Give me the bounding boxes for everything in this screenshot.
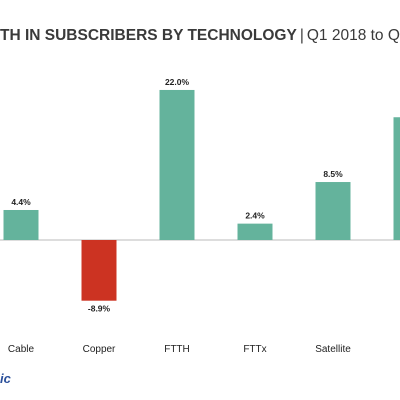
source-logo-text: ic [0,371,11,386]
bar-ftth [159,89,195,241]
category-label-ftth: FTTH [164,344,190,355]
value-label-satellite: 8.5% [323,169,343,179]
chart-title-main: TH IN SUBSCRIBERS BY TECHNOLOGY [0,27,297,44]
category-label-cable: Cable [8,344,35,355]
value-label-copper: -8.9% [88,304,111,314]
chart-subtitle: Q1 2018 to Q1 2019 [306,27,400,44]
value-label-fttx: 2.4% [245,211,265,221]
bar-copper [81,240,117,301]
bar-w [393,117,400,240]
bar-satellite [315,182,351,240]
chart-title: TH IN SUBSCRIBERS BY TECHNOLOGY | Q1 2018 … [0,25,400,47]
bar-fttx [237,223,273,240]
category-label-satellite: Satellite [315,344,351,355]
value-label-cable: 4.4% [11,197,31,207]
bar-cable [3,209,39,240]
category-label-fttx: FTTx [243,344,266,355]
value-label-ftth: 22.0% [165,77,190,87]
category-label-copper: Copper [83,344,116,355]
chart-title-separator: | [299,27,304,44]
